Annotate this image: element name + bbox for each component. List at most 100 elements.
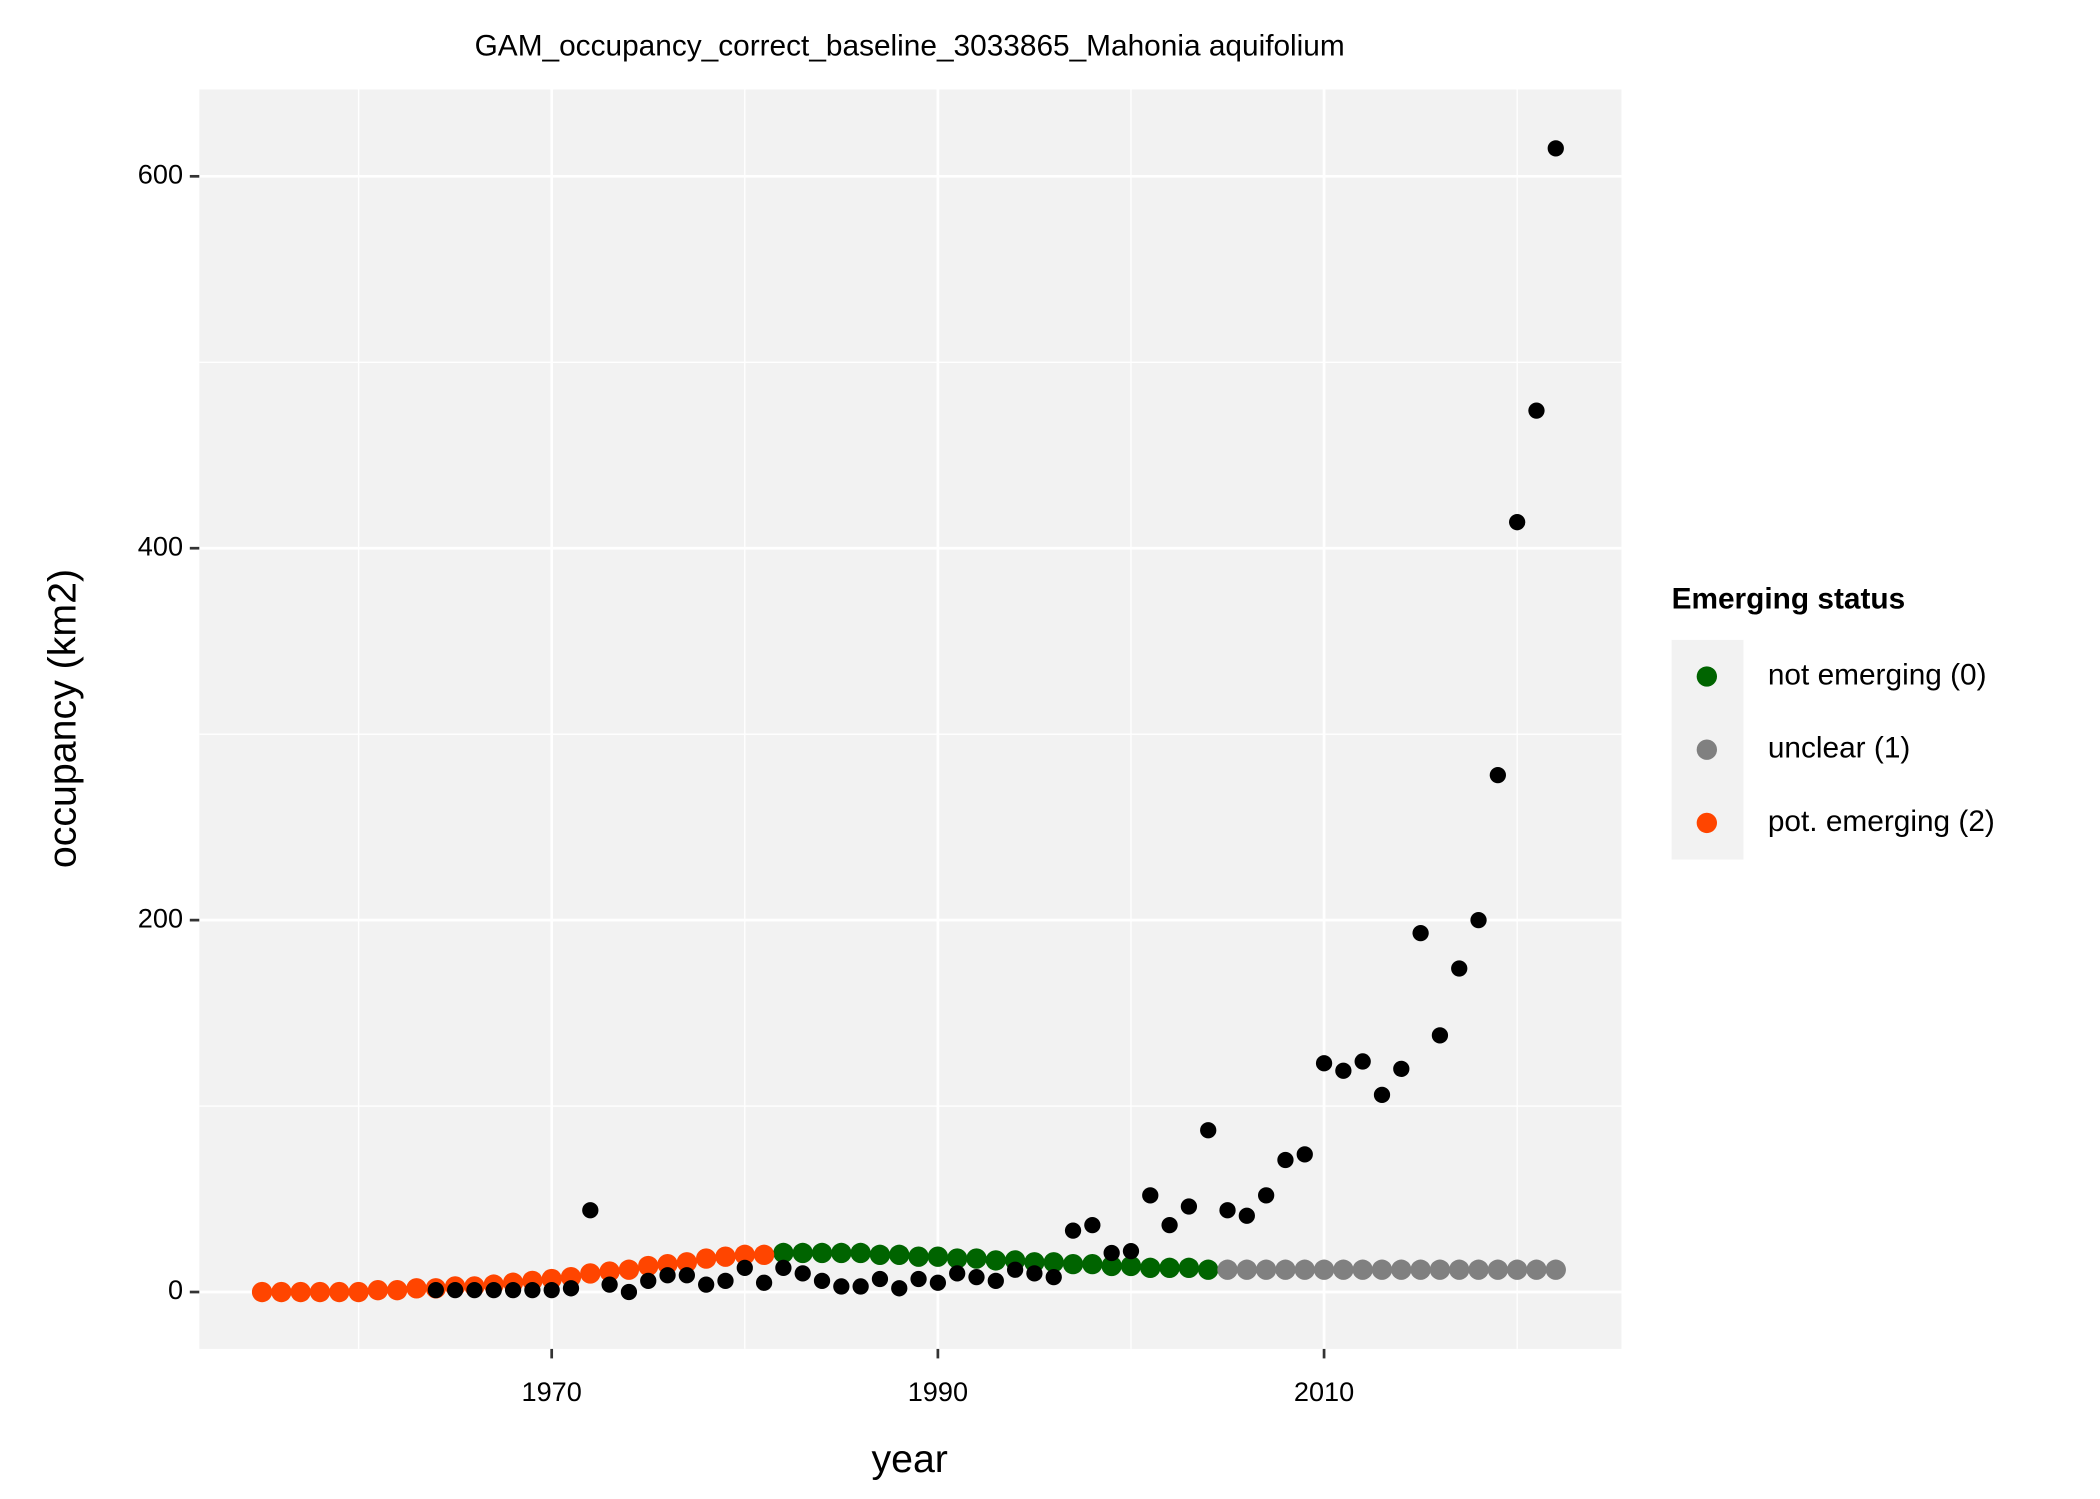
fit-point bbox=[715, 1246, 736, 1267]
x-axis-title: year bbox=[871, 1437, 947, 1481]
fit-point bbox=[1236, 1259, 1257, 1280]
observed-point bbox=[755, 1274, 773, 1291]
y-tick-label: 400 bbox=[138, 530, 183, 561]
fit-point bbox=[811, 1242, 833, 1264]
fit-point bbox=[1101, 1255, 1122, 1277]
fit-point bbox=[1429, 1259, 1451, 1280]
observed-point bbox=[1393, 1060, 1410, 1078]
observed-point bbox=[1277, 1151, 1294, 1169]
observed-point bbox=[1045, 1269, 1062, 1286]
fit-point bbox=[1062, 1253, 1084, 1275]
observed-point bbox=[524, 1282, 541, 1299]
observed-point bbox=[949, 1265, 966, 1282]
fit-point bbox=[927, 1246, 949, 1267]
fit-point bbox=[831, 1242, 852, 1264]
observed-point bbox=[620, 1283, 638, 1301]
fit-point bbox=[1371, 1259, 1393, 1280]
observed-point bbox=[1412, 925, 1429, 942]
fit-point bbox=[1198, 1259, 1219, 1280]
observed-point bbox=[852, 1278, 869, 1295]
plot-panel bbox=[199, 89, 1622, 1349]
observed-point bbox=[1238, 1207, 1255, 1224]
x-tick-label: 2010 bbox=[1294, 1376, 1354, 1407]
fit-point bbox=[1082, 1253, 1103, 1275]
observed-point bbox=[736, 1259, 753, 1276]
fit-point bbox=[580, 1263, 601, 1284]
fit-point bbox=[1217, 1259, 1238, 1280]
legend-key bbox=[1696, 739, 1718, 760]
x-tick-label: 1990 bbox=[908, 1376, 968, 1407]
observed-point bbox=[910, 1270, 927, 1288]
fit-point bbox=[309, 1281, 331, 1303]
y-tick-label: 600 bbox=[138, 158, 183, 189]
fit-point bbox=[753, 1244, 775, 1266]
fit-point bbox=[1043, 1252, 1064, 1273]
observed-point bbox=[601, 1276, 618, 1293]
fit-point bbox=[618, 1259, 640, 1280]
observed-point bbox=[968, 1269, 985, 1286]
fit-point bbox=[676, 1252, 698, 1273]
fit-point bbox=[1352, 1259, 1373, 1280]
observed-point bbox=[698, 1276, 715, 1293]
observed-point bbox=[987, 1272, 1004, 1289]
fit-point bbox=[792, 1242, 813, 1264]
fit-point bbox=[1487, 1259, 1509, 1280]
fit-point bbox=[271, 1281, 292, 1303]
legend-key bbox=[1696, 812, 1718, 834]
observed-point bbox=[1103, 1244, 1120, 1262]
fit-point bbox=[1120, 1255, 1142, 1277]
observed-point bbox=[1006, 1261, 1024, 1278]
y-tick-label: 0 bbox=[168, 1274, 183, 1305]
observed-point bbox=[582, 1202, 599, 1219]
fit-point bbox=[1159, 1257, 1180, 1279]
observed-point bbox=[485, 1282, 502, 1299]
observed-point bbox=[543, 1282, 560, 1299]
observed-point bbox=[1122, 1242, 1140, 1260]
observed-point bbox=[1315, 1055, 1333, 1072]
observed-point bbox=[1489, 766, 1506, 784]
legend-key bbox=[1696, 666, 1718, 687]
fit-point bbox=[1313, 1259, 1335, 1280]
fit-point bbox=[1275, 1259, 1296, 1280]
observed-point bbox=[504, 1282, 522, 1299]
fit-point bbox=[1294, 1259, 1315, 1280]
observed-point bbox=[813, 1272, 831, 1289]
y-tick-label: 200 bbox=[138, 902, 183, 933]
observed-point bbox=[1528, 402, 1545, 419]
observed-point bbox=[1180, 1198, 1198, 1215]
chart-title: GAM_occupancy_correct_baseline_3033865_M… bbox=[475, 29, 1345, 62]
observed-point bbox=[1258, 1187, 1275, 1204]
marks bbox=[251, 140, 1566, 1303]
y-axis-title: occupancy (km2) bbox=[40, 569, 84, 868]
observed-point bbox=[1354, 1053, 1371, 1070]
observed-point bbox=[1084, 1216, 1101, 1234]
fit-point bbox=[773, 1242, 794, 1264]
observed-point bbox=[794, 1265, 811, 1282]
fit-point bbox=[367, 1279, 389, 1301]
fit-point bbox=[695, 1248, 717, 1269]
legend-label: unclear (1) bbox=[1768, 732, 1911, 765]
legend-label: pot. emerging (2) bbox=[1768, 805, 1995, 838]
observed-point bbox=[1335, 1062, 1352, 1079]
observed-point bbox=[1373, 1086, 1391, 1104]
fit-point bbox=[1506, 1259, 1528, 1280]
observed-point bbox=[466, 1282, 483, 1299]
grid bbox=[199, 89, 1622, 1349]
observed-point bbox=[1200, 1122, 1217, 1139]
legend-title: Emerging status bbox=[1672, 582, 1906, 615]
fit-point bbox=[1178, 1257, 1200, 1279]
observed-point bbox=[1509, 514, 1526, 531]
fit-point bbox=[406, 1278, 427, 1299]
fit-point bbox=[947, 1248, 968, 1269]
observed-point bbox=[1431, 1027, 1449, 1044]
fit-point bbox=[1526, 1259, 1547, 1280]
fit-point bbox=[1391, 1259, 1412, 1280]
fit-point bbox=[1333, 1259, 1354, 1280]
fit-point bbox=[966, 1248, 987, 1269]
observed-point bbox=[1547, 140, 1564, 157]
observed-point bbox=[1161, 1216, 1178, 1234]
fit-point bbox=[387, 1279, 408, 1301]
observed-point bbox=[929, 1274, 947, 1291]
observed-point bbox=[1026, 1265, 1043, 1282]
